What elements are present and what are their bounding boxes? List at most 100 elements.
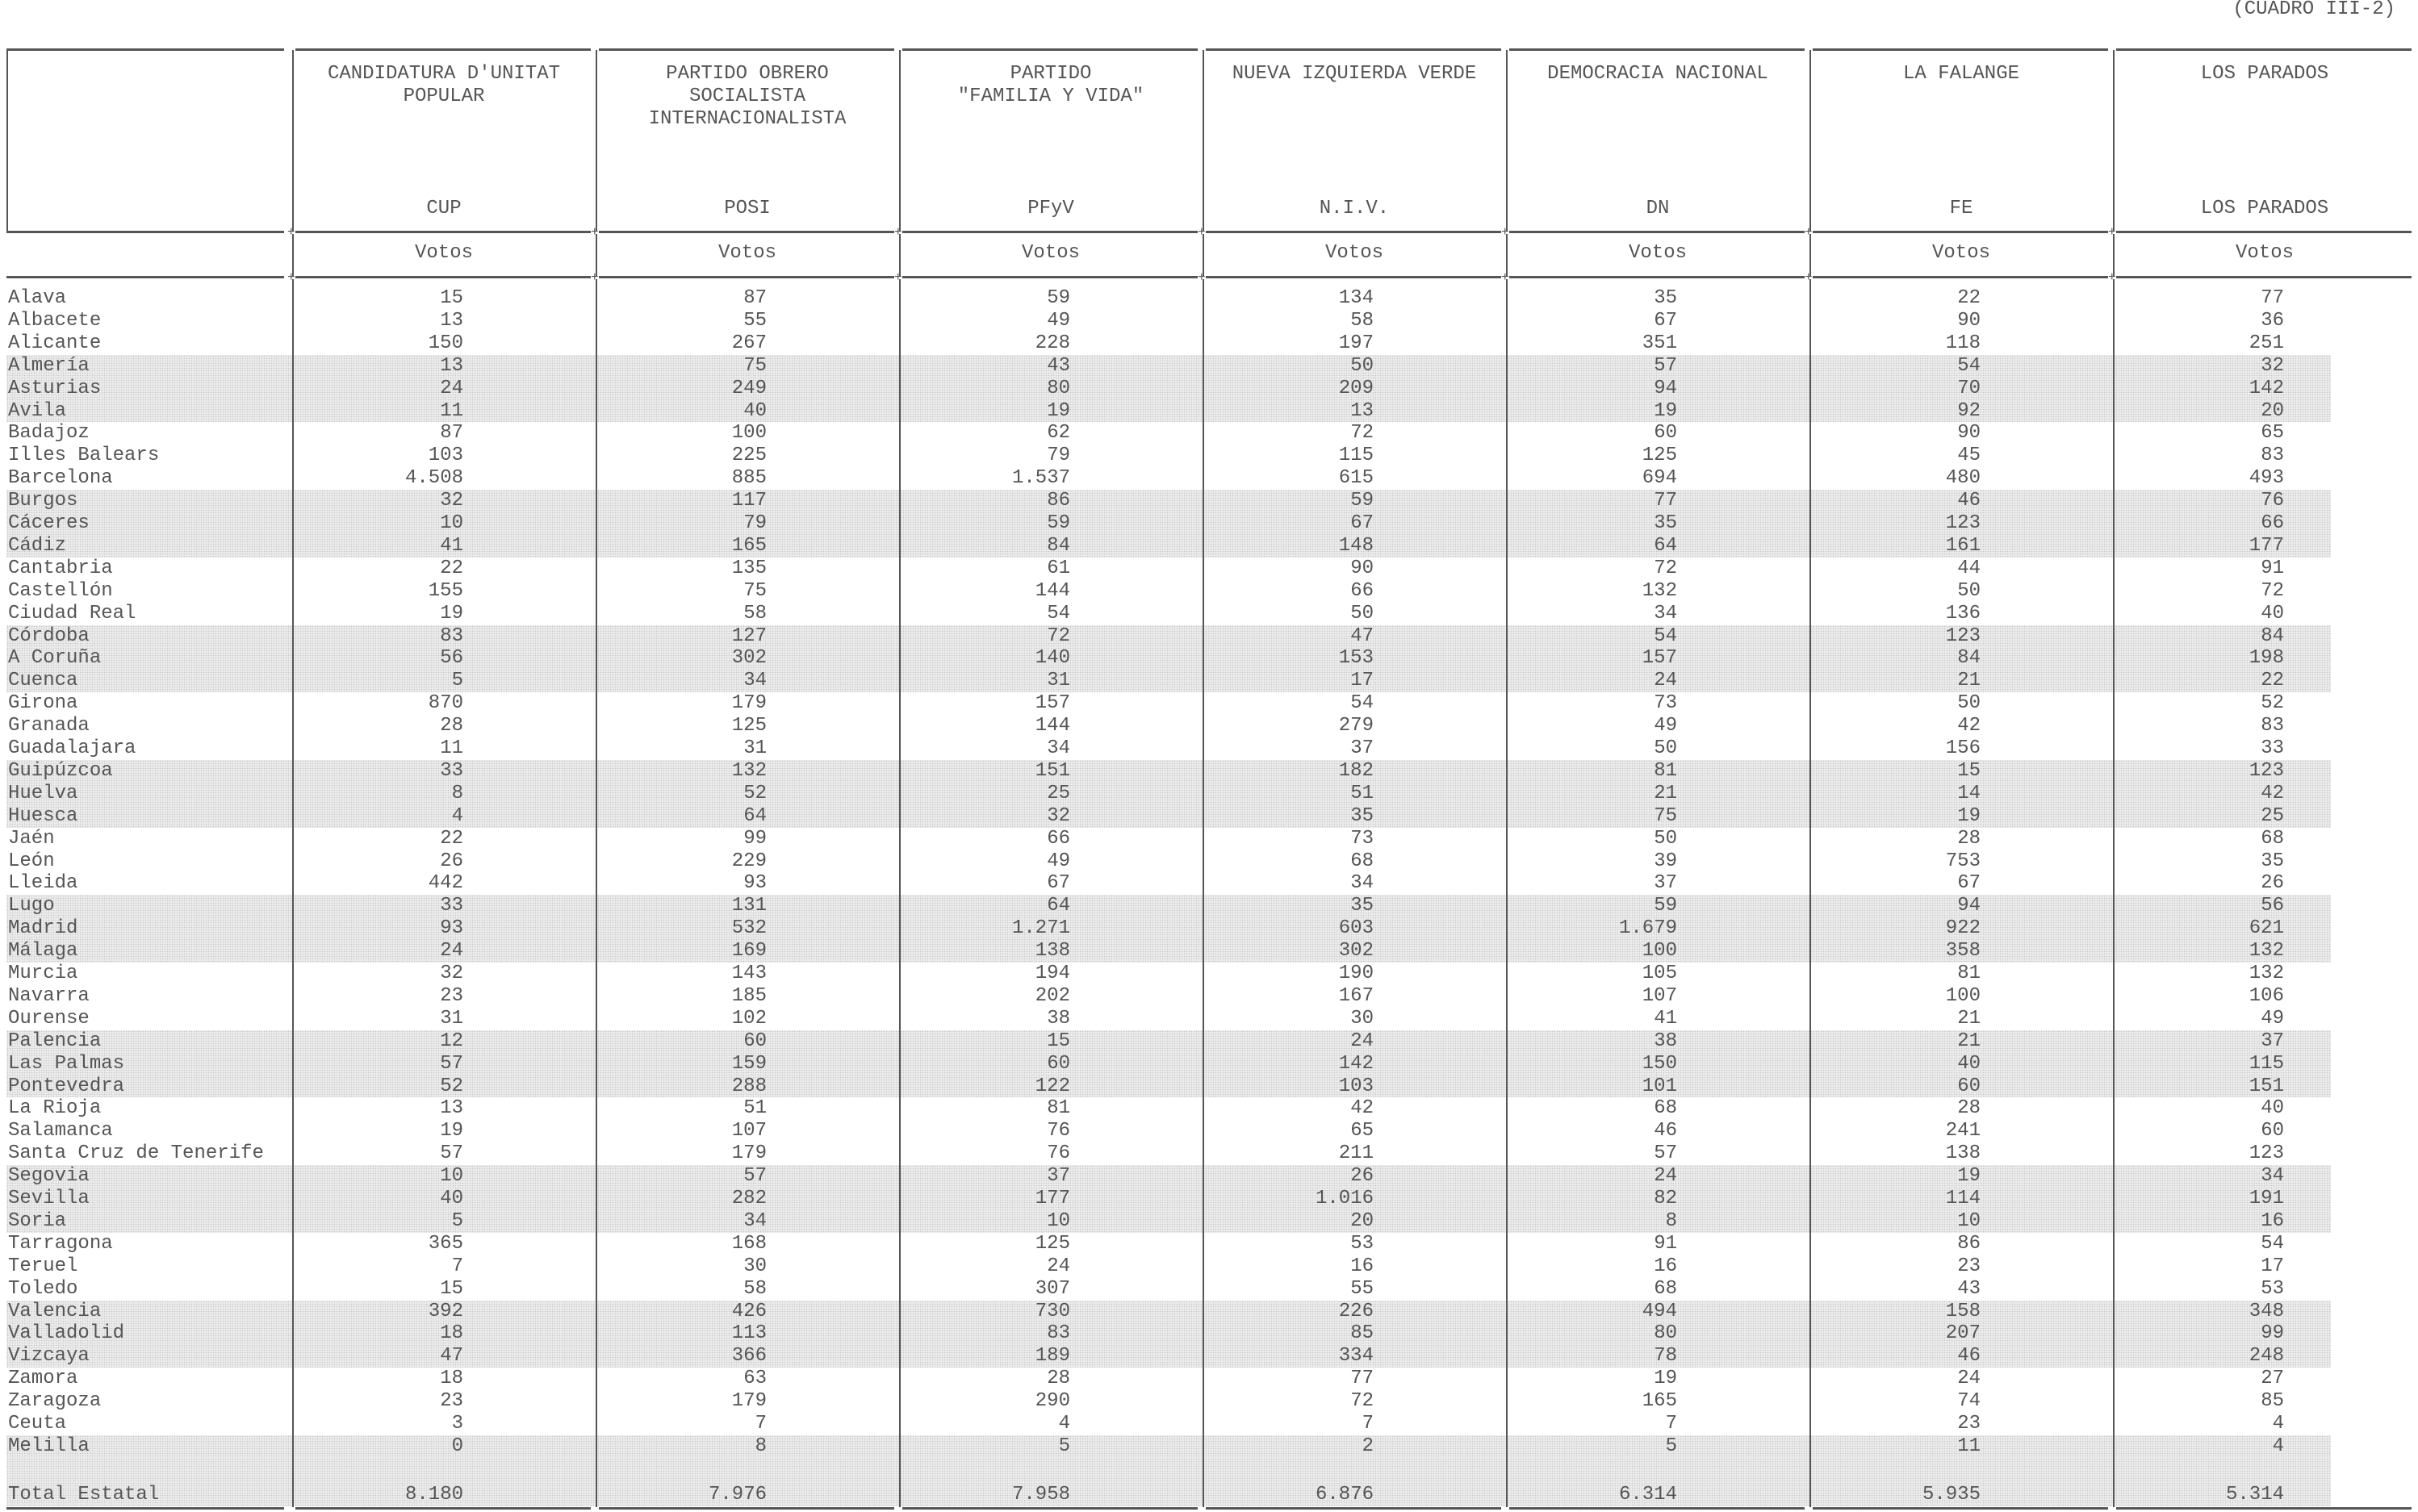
column-unit: Votos [1628,242,1687,264]
row-province: A Coruña [8,647,102,670]
cell-votes: 134 [1338,287,1374,309]
cell-votes: 72 [1047,624,1070,647]
cell-votes: 26 [2261,872,2284,895]
cell-votes: 14 [1957,782,1981,804]
cell-votes: 225 [731,445,767,467]
cell-votes: 177 [2249,534,2284,557]
cell-votes: 86 [1957,1232,1981,1255]
cell-votes: 83 [440,624,463,647]
cell-votes: 44 [1957,557,1981,579]
row-province: Valladolid [8,1322,125,1345]
row-province: Ourense [8,1007,90,1030]
cell-votes: 76 [2261,490,2284,512]
cell-votes: 165 [731,534,767,557]
cell-votes: 22 [440,827,463,850]
cell-votes: 66 [1047,827,1070,850]
cell-votes: 65 [1350,1120,1374,1142]
cell-votes: 100 [1642,940,1677,963]
cell-votes: 28 [1957,1097,1981,1120]
cell-votes: 86 [1047,490,1070,512]
column-header-name: SOCIALISTA [688,86,806,107]
cell-votes: 92 [1957,399,1981,422]
row-province: Segovia [8,1165,90,1188]
cell-votes: 103 [428,445,463,467]
cell-votes: 72 [1350,1390,1374,1413]
row-province: Lleida [8,872,78,895]
cell-votes: 90 [1957,422,1981,445]
cell-votes: 103 [1338,1075,1374,1097]
row-shading [6,759,2331,828]
cell-votes: 158 [1945,1300,1981,1322]
cell-votes: 106 [2249,984,2284,1007]
table-code: (CUADRO III-2) [2232,0,2395,20]
cell-votes: 730 [1035,1300,1070,1322]
column-header-abbr: LOS PARADOS [2200,198,2329,219]
cell-votes: 75 [1654,804,1677,827]
cell-votes: 25 [2261,804,2284,827]
cell-votes: 228 [1035,332,1070,354]
cell-votes: 84 [1957,647,1981,670]
cell-votes: 84 [1047,534,1070,557]
table-rule [1509,48,1805,51]
table-rule [295,48,591,51]
cell-votes: 60 [2261,1120,2284,1142]
cell-votes: 621 [2249,917,2284,940]
cell-votes: 72 [1654,557,1677,579]
cell-votes: 67 [1654,309,1677,332]
cell-votes: 99 [2261,1322,2284,1345]
table-rule [1509,1507,1805,1510]
column-separator [1203,279,1204,1507]
cell-votes: 46 [1957,1345,1981,1368]
cell-votes: 49 [1047,309,1070,332]
cell-votes: 15 [440,287,463,309]
table-rule [2116,276,2412,278]
cell-votes: 132 [2249,940,2284,963]
cell-votes: 229 [731,850,767,872]
row-shading [6,354,2331,423]
cell-votes: 49 [1047,850,1070,872]
cell-votes: 87 [743,287,767,309]
cell-votes: 17 [2261,1255,2284,1277]
column-separator [2113,279,2115,1507]
cell-votes: 10 [440,1165,463,1188]
cell-votes: 885 [731,467,767,490]
cell-votes: 50 [1654,737,1677,759]
cell-votes: 33 [2261,737,2284,759]
cell-votes: 23 [440,1390,463,1413]
cell-votes: 290 [1035,1390,1070,1413]
cell-votes: 22 [2261,670,2284,692]
cell-votes: 161 [1945,534,1981,557]
table-rule [902,1507,1198,1510]
cell-votes: 107 [1642,984,1677,1007]
cell-votes: 70 [1957,377,1981,399]
column-separator [1203,234,1204,276]
row-province: La Rioja [8,1097,102,1120]
row-province: Burgos [8,490,78,512]
cell-votes: 24 [440,377,463,399]
cell-votes: 28 [1957,827,1981,850]
cell-votes: 53 [1350,1232,1374,1255]
cell-votes: 5 [451,670,463,692]
row-province: Zaragoza [8,1390,102,1413]
cell-votes: 30 [743,1255,767,1277]
cell-votes: 279 [1338,715,1374,737]
cell-votes: 66 [1350,579,1374,602]
junction-marker: + [1501,225,1509,240]
column-header-abbr: FE [1949,198,1973,219]
table-rule [902,231,1198,233]
cell-votes: 18 [440,1368,463,1390]
cell-votes: 34 [1350,872,1374,895]
cell-votes: 83 [2261,445,2284,467]
cell-votes: 73 [1350,827,1374,850]
cell-votes: 51 [1350,782,1374,804]
cell-votes: 177 [1035,1188,1070,1209]
table-rule [6,231,284,233]
cell-votes: 75 [743,579,767,602]
cell-votes: 28 [1047,1368,1070,1390]
cell-votes: 151 [1035,759,1070,782]
cell-votes: 136 [1945,602,1981,624]
table-rule [1509,276,1805,278]
cell-votes: 189 [1035,1345,1070,1368]
row-province: Albacete [8,309,102,332]
total-label: Total Estatal [8,1483,160,1506]
